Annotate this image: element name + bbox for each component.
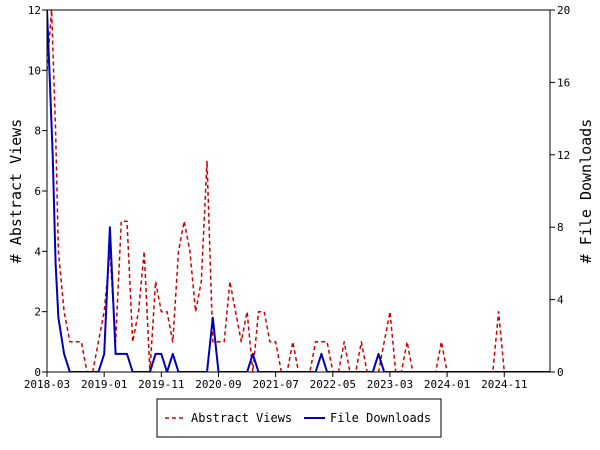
series-line-abstract-views xyxy=(47,10,550,372)
y-left-tick-label: 8 xyxy=(34,125,41,138)
y-left-tick-label: 6 xyxy=(34,185,41,198)
y-left-tick-label: 4 xyxy=(34,245,41,258)
x-tick-label: 2023-03 xyxy=(367,378,413,391)
x-tick-label: 2024-01 xyxy=(424,378,470,391)
x-tick-label: 2022-05 xyxy=(310,378,356,391)
y-left-axis-title: # Abstract Views xyxy=(7,119,25,264)
legend: Abstract Views File Downloads xyxy=(156,398,442,438)
y-right-tick-label: 20 xyxy=(557,4,570,17)
y-right-tick-label: 0 xyxy=(557,366,564,379)
legend-label-file-downloads: File Downloads xyxy=(330,411,431,425)
legend-box xyxy=(156,398,442,438)
y-left-tick-label: 12 xyxy=(28,4,41,17)
series-line-file-downloads xyxy=(47,10,550,372)
plot-frame xyxy=(46,9,551,373)
x-tick-label: 2021-07 xyxy=(252,378,298,391)
x-tick-label: 2018-03 xyxy=(24,378,70,391)
y-right-axis-title: # File Downloads xyxy=(577,119,595,264)
y-left-tick-label: 0 xyxy=(34,366,41,379)
legend-label-abstract-views: Abstract Views xyxy=(191,411,292,425)
y-right-tick-label: 12 xyxy=(557,149,570,162)
y-left-tick-label: 10 xyxy=(28,64,41,77)
y-right-tick-label: 16 xyxy=(557,76,570,89)
x-tick-label: 2019-11 xyxy=(138,378,184,391)
x-tick-label: 2020-09 xyxy=(195,378,241,391)
x-tick-label: 2019-01 xyxy=(81,378,127,391)
x-tick-label: 2024-11 xyxy=(481,378,527,391)
plot-area: 0 2 4 6 8 10 12 0 4 8 12 16 20 2018-03 2019-01 2019-11 2… xyxy=(24,4,570,391)
y-right-tick-label: 8 xyxy=(557,221,564,234)
y-left-tick-label: 2 xyxy=(34,306,41,319)
y-right-tick-label: 4 xyxy=(557,294,564,307)
